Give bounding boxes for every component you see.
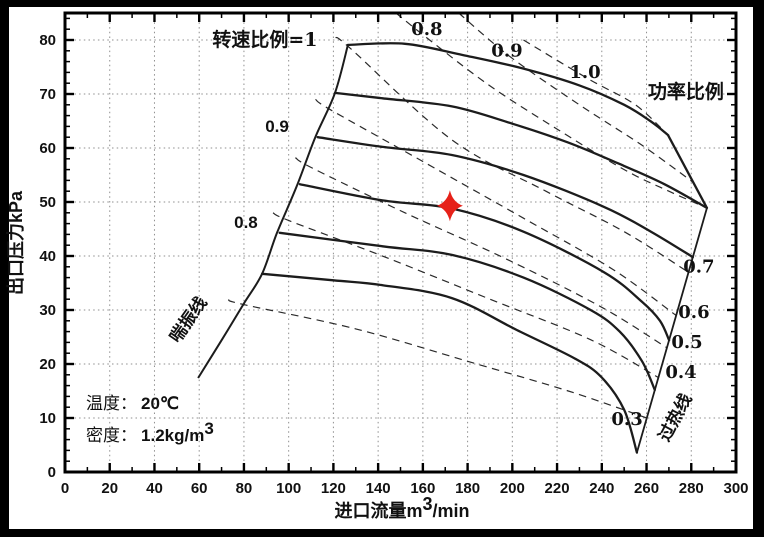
overheat-line bbox=[636, 207, 708, 453]
speed-curve-label-0.9: 0.9 bbox=[265, 117, 289, 136]
x-tick-label: 80 bbox=[236, 480, 253, 497]
speed-curve-1.0 bbox=[346, 42, 670, 137]
y-tick-label: 50 bbox=[39, 194, 56, 211]
speed-curve-label-0.8: 0.8 bbox=[234, 213, 258, 232]
power-line-label-1.0: 1.0 bbox=[569, 62, 600, 83]
speed-curve-0.75 bbox=[260, 272, 639, 454]
power-ratio-title: 功率比例 bbox=[648, 80, 724, 103]
x-tick-label: 120 bbox=[321, 480, 346, 497]
x-tick-label: 240 bbox=[589, 480, 614, 497]
power-line-0.4 bbox=[272, 212, 659, 379]
power-line-0.8 bbox=[395, 12, 708, 209]
x-tick-label: 180 bbox=[455, 480, 480, 497]
power-ratio-lines bbox=[228, 12, 708, 419]
y-tick-label: 10 bbox=[39, 410, 56, 427]
power-line-label-0.7: 0.7 bbox=[683, 257, 714, 278]
power-line-label-0.6: 0.6 bbox=[678, 302, 709, 323]
x-tick-label: 140 bbox=[366, 480, 391, 497]
y-tick-label: 40 bbox=[39, 248, 56, 265]
power-line-0.7 bbox=[335, 36, 689, 273]
surge-line bbox=[197, 44, 349, 379]
x-tick-label: 280 bbox=[679, 480, 704, 497]
x-tick-label: 160 bbox=[410, 480, 435, 497]
speed-curve-0.9 bbox=[316, 136, 694, 259]
x-tick-label: 60 bbox=[191, 480, 208, 497]
power-line-label-0.5: 0.5 bbox=[671, 332, 702, 353]
gridlines bbox=[65, 13, 736, 472]
tick-labels: 0 20 40 60 80 100 120 140 160 180 200 220 240 260 280 3… bbox=[39, 32, 748, 497]
speed-ratio-curves bbox=[260, 42, 709, 454]
right-envelope-segment bbox=[666, 134, 708, 209]
power-line-label-0.4: 0.4 bbox=[665, 362, 696, 383]
x-tick-label: 220 bbox=[545, 480, 570, 497]
x-tick-label: 200 bbox=[500, 480, 525, 497]
y-tick-label: 30 bbox=[39, 302, 56, 319]
speed-curve-0.85 bbox=[298, 183, 671, 342]
y-axis-title: 出口压力kPa bbox=[5, 190, 27, 295]
plot-frame bbox=[63, 11, 738, 474]
power-line-0.6 bbox=[315, 98, 677, 316]
speed-curve-0.95 bbox=[333, 91, 709, 210]
x-tick-label: 260 bbox=[634, 480, 659, 497]
density-annotation: 密度： 1.2kg/m3 bbox=[86, 419, 214, 446]
y-tick-label: 20 bbox=[39, 356, 56, 373]
y-tick-label: 60 bbox=[39, 140, 56, 157]
speed-ratio-title: 转速比例=1 bbox=[212, 28, 317, 51]
x-tick-label: 0 bbox=[61, 480, 69, 497]
power-line-1.0 bbox=[523, 39, 669, 136]
power-line-0.5 bbox=[295, 157, 668, 349]
x-tick-label: 40 bbox=[146, 480, 163, 497]
power-line-label-0.8: 0.8 bbox=[411, 19, 442, 40]
operating-point-star-marker bbox=[436, 190, 463, 222]
x-tick-label: 20 bbox=[101, 480, 118, 497]
power-line-label-0.3: 0.3 bbox=[611, 409, 642, 430]
x-axis-title: 进口流量m3/min bbox=[334, 494, 469, 522]
power-line-label-0.9: 0.9 bbox=[491, 41, 522, 62]
power-line-0.9 bbox=[458, 12, 694, 184]
y-tick-label: 80 bbox=[39, 32, 56, 49]
speed-curve-0.8 bbox=[278, 231, 656, 392]
x-tick-label: 100 bbox=[276, 480, 301, 497]
x-tick-label: 300 bbox=[723, 480, 748, 497]
y-tick-label: 0 bbox=[48, 464, 56, 481]
temperature-annotation: 温度： 20℃ bbox=[86, 394, 179, 414]
chart-paper bbox=[9, 7, 753, 529]
y-tick-label: 70 bbox=[39, 86, 56, 103]
